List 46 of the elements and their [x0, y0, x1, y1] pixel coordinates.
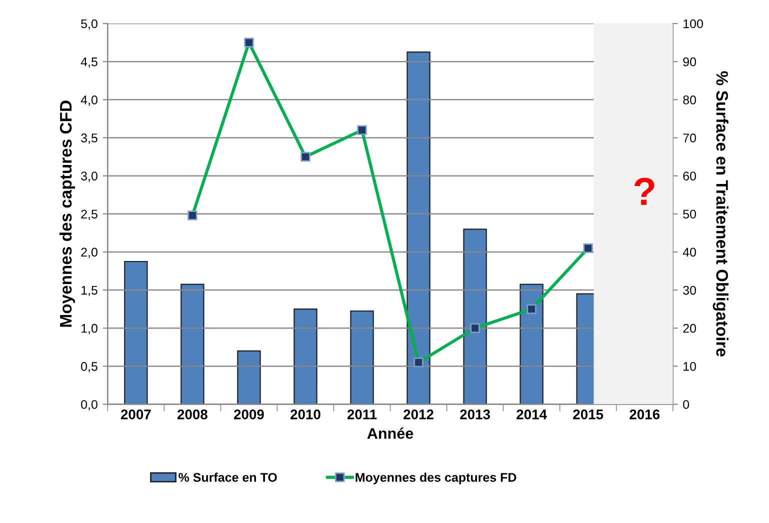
y2-tick-label: 70	[683, 134, 696, 142]
y-axis-title: Moyennes des captures CFD	[59, 100, 76, 327]
x-tick-label: 2014	[516, 410, 547, 420]
bar	[463, 228, 487, 404]
y2-tick-label: 50	[683, 210, 696, 219]
y2-tick-label: 100	[684, 19, 703, 28]
legend-label: Moyennes des captures FD	[356, 472, 516, 484]
bar	[124, 260, 148, 404]
y2-axis-title: % Surface en Traitement Obligatoire	[712, 71, 728, 356]
x-tick-label: 2010	[290, 410, 320, 420]
y2-tick-label: 90	[683, 57, 696, 66]
x-tick-label: 2011	[347, 410, 377, 420]
x-tick-label: 2009	[234, 410, 264, 420]
y-tick-label: 1,5	[82, 286, 98, 296]
y-tick-label: 5,0	[81, 19, 98, 30]
y2-tick-label: 0	[683, 400, 690, 409]
x-tick-label: 2013	[460, 410, 490, 420]
x-axis-title: Année	[367, 428, 414, 439]
y-tick-label: 0,0	[81, 400, 98, 410]
bar	[237, 350, 261, 404]
x-tick-label: 2015	[573, 410, 604, 420]
x-tick-label: 2016	[630, 410, 660, 420]
y2-tick-label: 40	[682, 248, 696, 257]
y2-tick-label: 10	[684, 362, 696, 371]
y-tick-label: 4,5	[80, 58, 98, 68]
bar	[350, 310, 374, 404]
y-tick-label: 1,0	[82, 324, 98, 334]
y2-tick-label: 80	[683, 95, 696, 104]
y2-tick-label: 60	[683, 172, 696, 180]
legend-label: % Surface en TO	[178, 472, 277, 482]
y-tick-label: 4,0	[80, 95, 98, 106]
x-tick-label: 2008	[177, 410, 208, 420]
bar	[406, 52, 430, 404]
bar	[520, 284, 544, 404]
x-tick-label: 2012	[404, 410, 434, 420]
y-tick-label: 2,5	[81, 210, 98, 220]
y-tick-label: 0,5	[81, 362, 98, 372]
y-tick-label: 3,0	[81, 172, 98, 182]
y-tick-label: 2,0	[81, 248, 98, 258]
x-tick-label: 2007	[120, 410, 151, 420]
annotation: ?	[634, 178, 654, 205]
y2-tick-label: 20	[683, 324, 696, 333]
y-tick-label: 3,5	[81, 134, 98, 144]
bar	[180, 284, 204, 404]
bar	[294, 308, 318, 404]
y2-tick-label: 30	[683, 286, 696, 295]
